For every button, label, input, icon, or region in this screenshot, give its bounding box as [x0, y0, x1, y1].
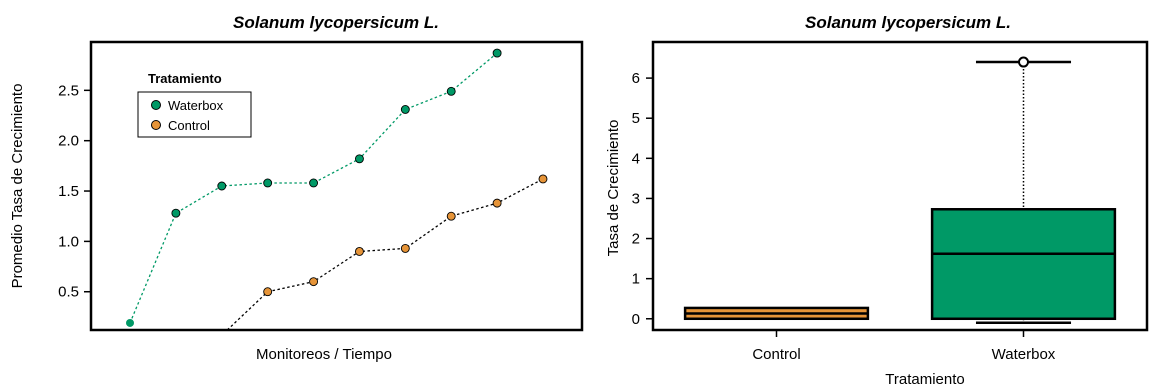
line-chart-series: [126, 48, 548, 331]
line-chart-panel: Solanum lycopersicum L. 0.51.01.52.02.5 …: [9, 13, 584, 363]
line-chart-y-axis-label: Promedio Tasa de Crecimiento: [9, 84, 26, 289]
box-plot-y-axis-label: Tasa de Crecimiento: [605, 120, 622, 257]
box-plot-y-axis: 0 1 2 3 4 5 6: [632, 70, 653, 328]
box-plot-x-axis-label: Tratamiento: [885, 371, 964, 388]
line-chart-x-axis-label: Monitoreos / Tiempo: [256, 346, 392, 363]
data-point-control: [309, 277, 319, 287]
line-chart-y-axis: 0.5 1.0 1.5 2.0 2.5: [58, 82, 91, 301]
y-tick-label: 1.5: [58, 183, 79, 200]
data-point-control: [400, 243, 410, 253]
box-plot-boxes: [683, 56, 1117, 325]
y-tick-label: 2: [632, 231, 640, 248]
y-tick-label: 2.0: [58, 133, 79, 150]
data-point-waterbox: [400, 105, 410, 114]
box-plot-x-axis: Control Waterbox: [752, 330, 1056, 363]
data-point-waterbox: [492, 48, 502, 58]
box-plot-plot-frame: [651, 40, 1149, 332]
line-chart-plot-frame: [89, 40, 584, 332]
data-point-waterbox: [263, 178, 273, 188]
y-tick-label: 4: [632, 150, 640, 167]
y-tick-label: 1: [632, 271, 640, 288]
box-plot-title: Solanum lycopersicum L.: [805, 13, 1011, 32]
series-line-control-lead-in: [226, 291, 269, 331]
data-point-control: [446, 211, 456, 221]
y-tick-label: 3: [632, 190, 640, 207]
data-point-waterbox: [171, 208, 181, 218]
data-point-waterbox: [354, 154, 364, 164]
y-tick-label: 5: [632, 110, 640, 127]
data-point-control: [263, 287, 273, 297]
box-waterbox: [930, 208, 1117, 321]
y-tick-label: 0.5: [58, 284, 79, 301]
y-tick-label: 0: [632, 311, 640, 328]
data-point-waterbox: [217, 181, 227, 191]
line-chart-title: Solanum lycopersicum L.: [233, 13, 439, 32]
data-point-control: [538, 174, 548, 184]
outlier-point-waterbox: [1018, 56, 1029, 68]
data-point-control: [492, 198, 502, 208]
data-point-waterbox: [126, 318, 135, 327]
y-tick-label: 6: [632, 70, 640, 87]
data-point-waterbox: [446, 86, 456, 96]
y-tick-label: 2.5: [58, 82, 79, 99]
box-plot-panel: Solanum lycopersicum L. 0 1 2 3 4 5 6 Control W…: [605, 13, 1149, 388]
legend-marker-control: [151, 120, 161, 130]
series-line-control: [267, 178, 544, 293]
data-point-control: [354, 247, 364, 256]
legend-label-waterbox: Waterbox: [168, 98, 224, 113]
legend-marker-waterbox: [151, 100, 161, 110]
series-line-waterbox: [129, 52, 498, 324]
y-tick-label: 1.0: [58, 233, 79, 250]
line-chart-legend: Tratamiento Waterbox Control: [137, 71, 252, 138]
legend-label-control: Control: [168, 118, 210, 133]
x-tick-label: Control: [752, 346, 800, 363]
legend-title: Tratamiento: [148, 71, 222, 86]
data-point-waterbox: [309, 178, 319, 188]
x-tick-label: Waterbox: [992, 346, 1056, 363]
